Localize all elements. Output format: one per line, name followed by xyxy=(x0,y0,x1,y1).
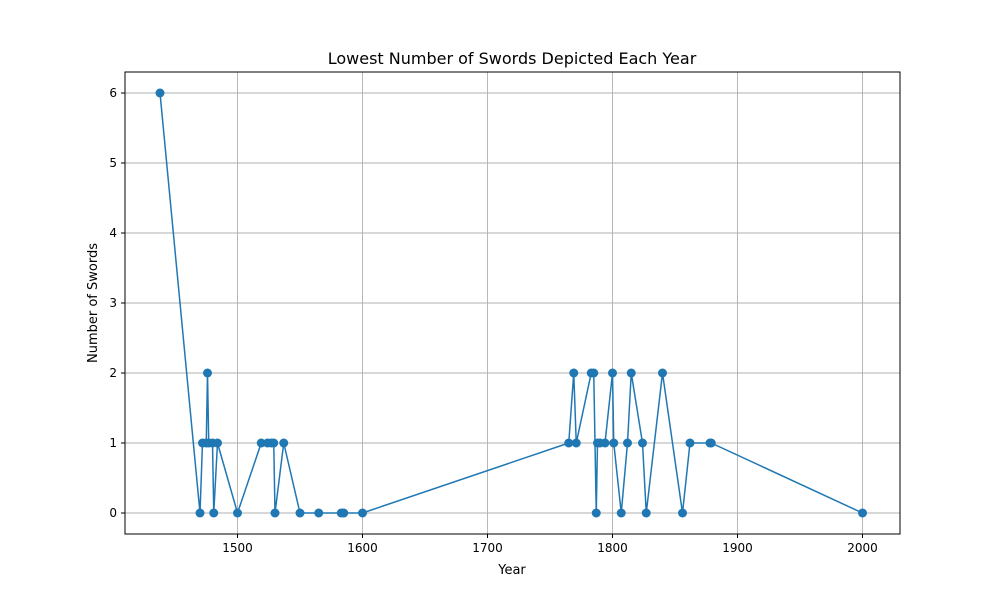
data-point xyxy=(314,508,324,518)
y-tick-label: 0 xyxy=(109,506,117,520)
data-point xyxy=(270,508,280,518)
plot-frame xyxy=(124,71,901,535)
grid-layer xyxy=(125,72,900,534)
data-point xyxy=(209,508,219,518)
data-point xyxy=(678,508,687,518)
data-point xyxy=(600,438,610,448)
y-tick-label: 6 xyxy=(109,86,117,100)
x-tick-label: 1900 xyxy=(722,541,753,555)
y-tick-label: 3 xyxy=(109,296,117,310)
data-point xyxy=(608,368,617,378)
data-point xyxy=(203,368,212,378)
data-point xyxy=(706,438,716,448)
tick-layer: 1500 1600 1700 1800 1900 2000 0 1 2 3 4 5 6 xyxy=(109,86,877,555)
data-point xyxy=(626,368,636,378)
data-point xyxy=(571,438,581,448)
data-point xyxy=(358,508,367,518)
x-tick-label: 1800 xyxy=(597,541,628,555)
data-point xyxy=(564,438,574,448)
data-point xyxy=(858,508,867,518)
data-point xyxy=(155,88,165,98)
data-point xyxy=(279,438,289,448)
x-axis-label: Year xyxy=(497,563,526,578)
data-point xyxy=(658,368,667,378)
x-tick-label: 1600 xyxy=(347,541,378,555)
x-tick-label: 2000 xyxy=(847,541,878,555)
data-point xyxy=(616,508,626,518)
data-point xyxy=(589,368,599,378)
data-point xyxy=(569,368,579,378)
y-axis-label: Number of Swords xyxy=(86,243,101,363)
data-point xyxy=(609,438,619,448)
y-tick-label: 1 xyxy=(109,436,117,450)
chart-title: Lowest Number of Swords Depicted Each Ye… xyxy=(328,49,697,68)
data-point xyxy=(269,438,279,448)
data-point xyxy=(233,508,242,518)
data-point xyxy=(195,508,205,518)
data-point xyxy=(638,438,647,448)
data-point xyxy=(623,438,632,448)
data-point xyxy=(213,438,222,448)
data-point xyxy=(339,508,349,518)
series-layer xyxy=(155,88,867,518)
y-tick-label: 2 xyxy=(109,366,117,380)
data-point xyxy=(295,508,305,518)
data-point xyxy=(591,508,601,518)
y-tick-label: 4 xyxy=(109,226,117,240)
x-tick-label: 1700 xyxy=(472,541,503,555)
data-point xyxy=(685,438,695,448)
data-point xyxy=(256,438,266,448)
y-tick-label: 5 xyxy=(109,156,117,170)
data-point xyxy=(641,508,651,518)
x-tick-label: 1500 xyxy=(222,541,253,555)
